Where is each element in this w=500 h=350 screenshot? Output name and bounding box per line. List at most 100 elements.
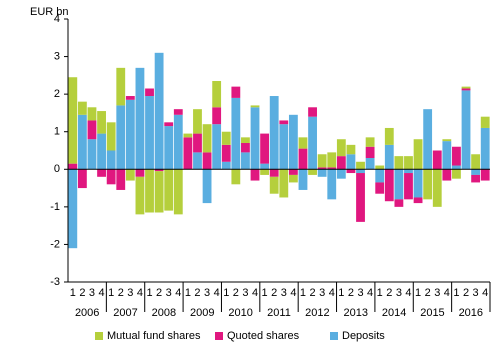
bar-segment [106,169,116,185]
bar-segment [173,109,183,115]
bar-segment [279,124,289,170]
bar-segment [461,86,471,89]
bar-segment [212,107,222,125]
bar-segment [317,154,327,168]
y-tick-label: 4 [54,13,60,25]
bar-segment [480,169,490,181]
y-tick-label: -2 [50,238,60,250]
bar-segment [116,105,126,170]
bar-segment [183,133,193,138]
bar-segment [346,154,356,170]
y-tick-label: 2 [54,88,60,100]
bar-segment [413,169,423,198]
bar-segment [193,152,202,170]
year-label: 2008 [152,307,176,319]
year-label: 2012 [305,307,329,319]
bar-segment [288,114,298,170]
bar-segment [384,127,394,145]
bar-segment [356,169,365,174]
x-tick-label: 1 [300,287,306,299]
bar-segment [193,133,202,153]
bar-segment [442,169,452,181]
bar-segment [365,146,375,159]
bar-segment [279,120,289,125]
bar-segment [375,165,385,170]
bar-segment [308,107,317,117]
bar-segment [423,169,433,200]
bar-segment [68,77,78,164]
x-tick-label: 2 [271,287,277,299]
bar-segment [87,139,97,170]
bar-segment [298,169,308,190]
bar-segment [413,139,423,170]
x-tick-label: 3 [281,287,287,299]
year-label: 2007 [113,307,137,319]
bar-segment [87,120,97,140]
bar-segment [125,169,135,181]
bar-segment [164,169,174,211]
y-tick-label: 0 [54,163,60,175]
bar-segment [375,169,385,183]
bar-segment [135,169,145,177]
x-tick-label: 4 [290,287,296,299]
bar-segment [423,109,433,170]
bar-segment [356,173,365,222]
bar-segment [125,99,135,170]
bar-segment [288,169,298,175]
bar-segment [106,122,116,151]
y-axis-label: EUR bn [30,6,69,18]
bar-segment [193,109,202,134]
x-tick-label: 1 [223,287,229,299]
year-label: 2013 [343,307,367,319]
bar-segment [97,111,106,134]
year-label: 2011 [267,307,291,319]
legend-label: Mutual fund shares [107,330,201,342]
bar-segment [452,165,461,170]
y-tick-label: 1 [54,126,60,138]
x-tick-label: 1 [377,287,383,299]
bar-segment [442,141,452,170]
bar-segment [384,169,394,202]
legend-swatch [330,332,338,340]
bar-segment [336,156,346,170]
bar-segment [68,163,78,170]
bar-segment [77,114,87,170]
bar-segment [260,163,270,170]
x-tick-label: 1 [70,287,76,299]
x-tick-label: 1 [453,287,459,299]
x-tick-label: 3 [357,287,363,299]
x-tick-label: 4 [329,287,335,299]
year-label: 2010 [228,307,252,319]
bar-segment [327,152,337,168]
y-tick-label: -3 [50,276,60,288]
x-tick-label: 1 [146,287,152,299]
year-label: 2009 [190,307,214,319]
x-tick-label: 1 [415,287,421,299]
bar-segment [250,107,260,170]
bar-segment [317,169,327,177]
bar-segment [116,67,126,106]
bar-segment [202,152,212,170]
bar-segment [250,169,260,181]
year-label: 2014 [382,307,406,319]
bar-segment [394,199,404,207]
bar-segment [327,169,337,200]
x-tick-label: 2 [310,287,316,299]
x-tick-label: 1 [108,287,114,299]
bar-segment [231,169,241,185]
bar-segment [164,126,174,170]
x-tick-label: 4 [175,287,181,299]
x-tick-label: 2 [233,287,239,299]
x-tick-label: 4 [444,287,450,299]
x-tick-label: 2 [425,287,431,299]
bar-segment [346,144,356,155]
x-tick-label: 2 [79,287,85,299]
bar-segment [221,144,231,162]
x-tick-label: 4 [405,287,411,299]
bar-segment [384,144,394,170]
x-tick-label: 3 [127,287,133,299]
bar-segment [231,97,241,170]
bar-segment [116,169,126,190]
bar-segment [231,86,241,98]
bar-segment [452,146,461,166]
